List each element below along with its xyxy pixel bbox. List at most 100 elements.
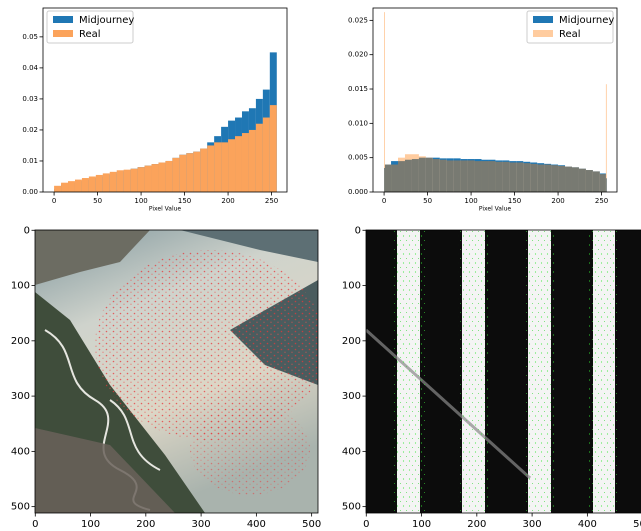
histogram-bar <box>586 170 593 192</box>
legend-swatch <box>53 16 73 23</box>
x-tick-label: 500 <box>633 519 641 530</box>
histogram-bar <box>412 154 419 192</box>
x-axis-label: Pixel Value <box>149 206 182 213</box>
y-tick-label: 0.02 <box>22 126 38 134</box>
histogram-bar <box>565 167 572 192</box>
histogram-bar <box>544 165 551 192</box>
legend-label: Real <box>559 29 581 40</box>
x-tick-label: 150 <box>178 197 191 205</box>
histogram-bar <box>138 167 145 192</box>
histogram-bar <box>537 165 544 192</box>
x-tick-label: 100 <box>81 519 100 530</box>
x-tick-label: 150 <box>508 197 521 205</box>
histogram-bar <box>468 160 475 192</box>
histogram-bar <box>523 163 530 192</box>
histogram-bar <box>551 165 558 192</box>
y-tick-label: 200 <box>11 336 30 347</box>
histogram-bar <box>516 162 523 192</box>
histogram-bar <box>200 149 207 192</box>
histogram-bar <box>152 164 159 192</box>
histogram-bar <box>606 84 607 192</box>
figure: 0501001502002500.000.010.020.030.040.05P… <box>0 0 641 531</box>
histogram-bar <box>495 162 502 192</box>
histogram-bar <box>558 166 565 192</box>
legend-swatch <box>53 30 73 37</box>
histogram-bar <box>579 169 586 192</box>
histogram-bar <box>433 159 440 192</box>
x-tick-label: 100 <box>464 197 477 205</box>
legend-swatch <box>533 16 553 23</box>
x-tick-label: 200 <box>136 519 155 530</box>
histogram-bar <box>75 180 82 192</box>
histogram-bar <box>384 12 385 192</box>
y-tick-label: 500 <box>342 502 361 513</box>
x-tick-label: 500 <box>302 519 321 530</box>
histogram-bar <box>488 161 495 192</box>
histogram-bar <box>475 161 482 192</box>
detection-points <box>458 230 490 513</box>
x-tick-label: 300 <box>192 519 211 530</box>
histogram-bar <box>158 163 165 192</box>
x-tick-label: 0 <box>52 197 56 205</box>
y-tick-label: 0.025 <box>348 16 368 24</box>
y-tick-label: 300 <box>11 391 30 402</box>
histogram-bar <box>270 105 277 192</box>
y-tick-label: 100 <box>342 281 361 292</box>
histogram-bar <box>89 176 96 192</box>
histogram-bar <box>179 155 186 192</box>
x-tick-label: 50 <box>423 197 432 205</box>
detection-points <box>589 230 619 513</box>
histogram-bar <box>447 160 454 192</box>
legend-label: Real <box>79 29 101 40</box>
histogram-bar <box>61 183 68 192</box>
landscape-image <box>35 230 325 513</box>
y-tick-label: 0.010 <box>348 119 368 127</box>
x-tick-label: 100 <box>134 197 147 205</box>
y-tick-label: 400 <box>11 446 30 457</box>
x-tick-label: 400 <box>247 519 266 530</box>
stripes-image <box>366 230 641 513</box>
histogram-bar <box>426 158 433 192</box>
histogram-bar <box>530 164 537 192</box>
y-tick-label: 500 <box>11 502 30 513</box>
x-tick-label: 100 <box>412 519 431 530</box>
histogram-bar <box>454 160 461 192</box>
histogram-bar <box>165 161 172 192</box>
histogram-bar <box>117 170 124 192</box>
histogram-bar <box>405 154 412 192</box>
histogram-bar <box>242 133 249 192</box>
y-tick-label: 0.00 <box>22 188 38 196</box>
histogram-bar <box>600 174 606 192</box>
histogram-bar <box>172 158 179 192</box>
y-tick-label: 0.01 <box>22 157 38 165</box>
histogram-bar <box>228 139 235 192</box>
histogram-bar <box>256 124 263 192</box>
detection-points <box>95 250 325 440</box>
histogram-bar <box>131 169 138 192</box>
histogram-bar <box>419 156 426 192</box>
y-tick-label: 0.020 <box>348 51 368 59</box>
histogram-bar <box>124 170 131 192</box>
histogram-bar <box>96 175 103 192</box>
y-tick-label: 0.05 <box>22 33 38 41</box>
detection-points <box>393 230 425 513</box>
x-tick-label: 200 <box>221 197 234 205</box>
x-tick-label: 250 <box>265 197 278 205</box>
histogram-bar <box>461 160 468 192</box>
x-tick-label: 250 <box>595 197 608 205</box>
y-tick-label: 200 <box>342 336 361 347</box>
legend-label: Midjourney <box>559 15 614 26</box>
histogram-bar <box>263 118 270 192</box>
histogram-bar <box>391 165 398 192</box>
histogram-bar <box>82 178 89 192</box>
histogram-bar <box>502 162 509 192</box>
x-tick-label: 200 <box>467 519 486 530</box>
histogram-bar <box>440 160 447 192</box>
detection-points <box>524 230 555 513</box>
histogram-bar <box>207 145 214 192</box>
y-tick-label: 400 <box>342 446 361 457</box>
histogram-bar <box>398 158 405 192</box>
y-tick-label: 0.015 <box>348 85 368 93</box>
histogram-bar <box>103 173 110 192</box>
histogram-bar <box>193 152 200 192</box>
